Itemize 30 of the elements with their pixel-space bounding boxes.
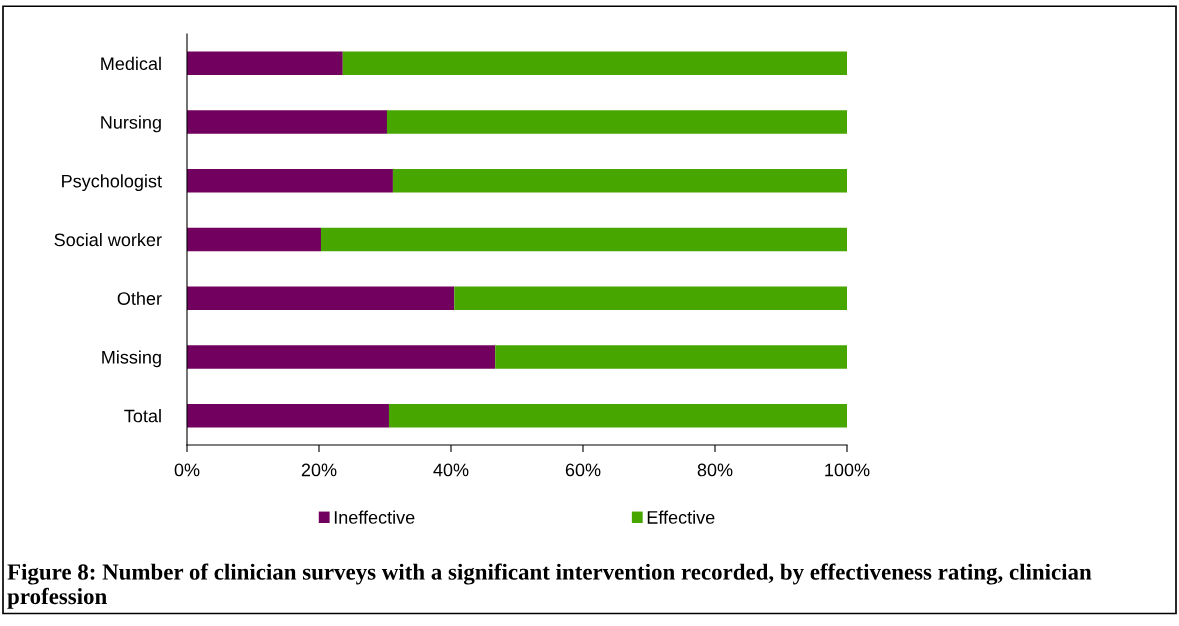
x-tick-label: 100% bbox=[825, 463, 870, 477]
legend-label: Ineffective bbox=[334, 510, 415, 524]
bar bbox=[388, 403, 847, 428]
bar bbox=[187, 286, 455, 310]
bar bbox=[187, 345, 496, 369]
y-tick-label: Medical bbox=[101, 56, 161, 71]
y-tick-label: Nursing bbox=[101, 115, 161, 133]
bar bbox=[392, 169, 847, 193]
x-tick-label: 60% bbox=[565, 463, 601, 477]
bar bbox=[187, 227, 321, 252]
bar bbox=[342, 51, 847, 76]
caption: Figure 8: Number of clinician surveys with a significant intervention recorded, by effectiveness rating, clinician profession bbox=[7, 563, 1092, 609]
bar bbox=[320, 227, 847, 252]
y-tick-label: Other bbox=[117, 291, 162, 305]
bar bbox=[187, 403, 389, 428]
x-tick-label: 20% bbox=[301, 463, 337, 477]
x-tick-label: 40% bbox=[433, 463, 469, 477]
bar bbox=[187, 169, 393, 193]
x-tick-label: 0% bbox=[174, 463, 200, 477]
y-tick-label: Social worker bbox=[54, 232, 162, 247]
legend-label: Effective bbox=[647, 510, 715, 524]
bar bbox=[187, 51, 343, 76]
bar bbox=[454, 286, 847, 310]
x-tick-label: 80% bbox=[697, 463, 733, 477]
y-tick-label: Psychologist bbox=[62, 174, 162, 192]
y-tick-label: Total bbox=[124, 409, 161, 423]
bar bbox=[495, 345, 847, 369]
bar bbox=[187, 110, 387, 134]
y-tick-label: Missing bbox=[102, 350, 161, 368]
bar bbox=[386, 110, 847, 134]
